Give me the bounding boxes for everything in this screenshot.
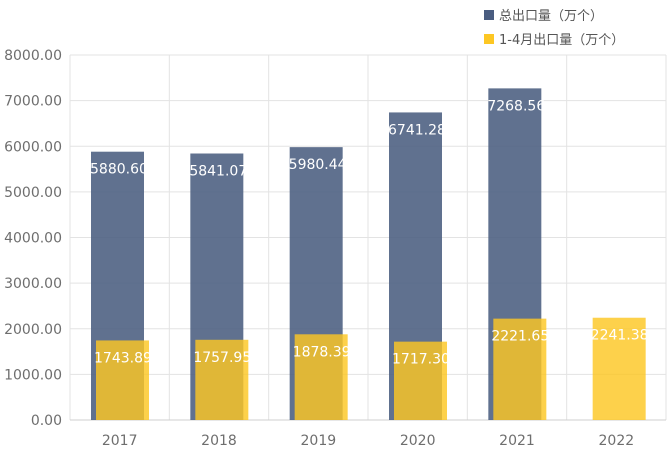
legend-label-jan-apr: 1-4月出口量（万个）: [499, 33, 624, 48]
x-tick-label: 2019: [301, 433, 337, 449]
data-label-jan-apr: 1717.30: [392, 352, 450, 368]
legend-item-jan-apr[interactable]: 1-4月出口量（万个）: [484, 33, 624, 48]
bar-jan-apr-export[interactable]: [592, 317, 646, 420]
y-tick-label: 5000.00: [4, 185, 62, 201]
y-tick-label: 4000.00: [4, 231, 62, 247]
bar-jan-apr-export[interactable]: [96, 340, 149, 420]
data-label-total: 6741.28: [388, 122, 446, 138]
data-label-total: 7268.56: [487, 98, 545, 114]
bars: [91, 88, 646, 421]
legend-swatch-total: [484, 10, 494, 20]
x-axis: 2017 2018 2019 2020 2021 2022: [70, 419, 666, 449]
bar-jan-apr-export[interactable]: [294, 334, 348, 420]
data-label-total: 5980.44: [289, 157, 347, 173]
data-label-jan-apr: 2221.65: [491, 329, 549, 345]
legend-swatch-jan-apr: [484, 34, 494, 44]
data-label-jan-apr: 1757.95: [193, 350, 251, 366]
x-tick-label: 2021: [499, 433, 535, 449]
y-tick-label: 3000.00: [4, 276, 62, 292]
data-label-jan-apr: 1878.39: [293, 344, 351, 360]
data-labels: 5880.60 5841.07 5980.44 6741.28 7268.56 1743.…: [90, 98, 649, 367]
y-axis: 0.00 1000.00 2000.00 3000.00 4000.00 5000.00 6…: [4, 48, 62, 429]
legend-label-total: 总出口量（万个）: [499, 9, 603, 24]
y-tick-label: 2000.00: [4, 322, 62, 338]
bar-jan-apr-export[interactable]: [493, 318, 547, 420]
grid-lines: [69, 54, 667, 421]
x-tick-label: 2022: [599, 433, 635, 449]
y-tick-label: 0.00: [31, 413, 62, 429]
legend-item-total[interactable]: 总出口量（万个）: [484, 9, 603, 24]
x-tick-label: 2017: [102, 433, 138, 449]
y-tick-label: 8000.00: [4, 48, 62, 64]
x-tick-label: 2020: [400, 433, 436, 449]
x-tick-label: 2018: [201, 433, 237, 449]
bar-jan-apr-export[interactable]: [394, 341, 447, 420]
data-label-jan-apr: 1743.89: [94, 350, 152, 366]
y-tick-label: 6000.00: [4, 139, 62, 155]
data-label-jan-apr: 2241.38: [591, 328, 649, 344]
data-label-total: 5841.07: [189, 164, 247, 180]
y-tick-label: 7000.00: [4, 94, 62, 110]
bar-jan-apr-export[interactable]: [195, 339, 249, 420]
legend[interactable]: 总出口量（万个） 1-4月出口量（万个）: [484, 9, 624, 48]
y-tick-label: 1000.00: [4, 367, 62, 383]
data-label-total: 5880.60: [90, 162, 148, 178]
